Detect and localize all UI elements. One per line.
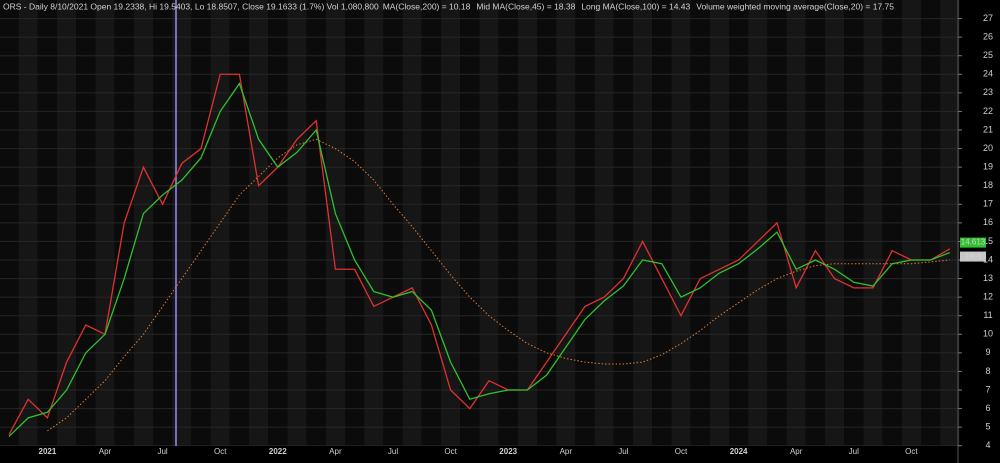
y-tick-label: 6 bbox=[985, 403, 990, 413]
chart-title: ORS - Daily 8/10/2021 Open 19.2338, Hi 1… bbox=[3, 1, 379, 11]
x-tick-label: Apr bbox=[99, 447, 112, 456]
y-tick-label: 13 bbox=[983, 273, 993, 283]
y-tick-label: 7 bbox=[985, 384, 990, 394]
x-tick-label: Jul bbox=[618, 447, 628, 456]
last-price-box bbox=[960, 251, 986, 262]
y-tick-label: 14 bbox=[983, 254, 993, 264]
y-tick-label: 8 bbox=[985, 366, 990, 376]
indicator-label: Mid MA(Close,45) = 18.38 bbox=[476, 1, 575, 11]
grid bbox=[0, 18, 958, 447]
x-tick-label: Oct bbox=[214, 447, 227, 456]
x-tick-label: Oct bbox=[905, 447, 918, 456]
series-line bbox=[8, 73, 951, 435]
x-tick-label: Apr bbox=[329, 447, 342, 456]
y-tick-label: 22 bbox=[983, 106, 993, 116]
y-tick-label: 15 bbox=[983, 236, 993, 246]
x-tick-label: Apr bbox=[560, 447, 573, 456]
indicator-label: MA(Close,200) = 10.18 bbox=[383, 1, 471, 11]
y-tick-label: 24 bbox=[983, 69, 993, 79]
y-tick-label: 19 bbox=[983, 162, 993, 172]
y-tick-label: 4 bbox=[985, 440, 990, 450]
series bbox=[8, 73, 951, 437]
y-tick-label: 26 bbox=[983, 32, 993, 42]
y-tick-label: 18 bbox=[983, 180, 993, 190]
x-tick-label: Jul bbox=[849, 447, 859, 456]
y-tick-label: 21 bbox=[983, 124, 993, 134]
x-tick-label: 2022 bbox=[269, 447, 287, 456]
y-tick-label: 9 bbox=[985, 347, 990, 357]
y-tick-label: 25 bbox=[983, 50, 993, 60]
last-price-label: 14.613 bbox=[961, 238, 986, 247]
series-line bbox=[8, 82, 951, 437]
x-tick-label: 2021 bbox=[39, 447, 57, 456]
last-price-box bbox=[960, 237, 986, 248]
y-tick-label: 20 bbox=[983, 143, 993, 153]
x-tick-label: Jul bbox=[388, 447, 398, 456]
axis-strip bbox=[0, 446, 958, 463]
x-tick-label: Oct bbox=[675, 447, 688, 456]
y-tick-label: 23 bbox=[983, 87, 993, 97]
y-tick-label: 12 bbox=[983, 292, 993, 302]
y-tick-label: 5 bbox=[985, 422, 990, 432]
indicator-label: Long MA(Close,100) = 14.43 bbox=[581, 1, 690, 11]
x-tick-label: Apr bbox=[790, 447, 803, 456]
x-tick-label: Jul bbox=[157, 447, 167, 456]
x-tick-label: Oct bbox=[444, 447, 457, 456]
x-tick-label: 2023 bbox=[499, 447, 517, 456]
y-tick-label: 10 bbox=[983, 329, 993, 339]
last-price-label: 14.4 bbox=[965, 252, 981, 261]
y-tick-label: 17 bbox=[983, 199, 993, 209]
x-tick-label: 2024 bbox=[730, 447, 748, 456]
y-tick-label: 11 bbox=[983, 310, 992, 320]
y-tick-label: 27 bbox=[983, 13, 993, 23]
indicator-label: Volume weighted moving average(Close,20)… bbox=[696, 1, 894, 11]
y-tick-label: 16 bbox=[983, 217, 993, 227]
